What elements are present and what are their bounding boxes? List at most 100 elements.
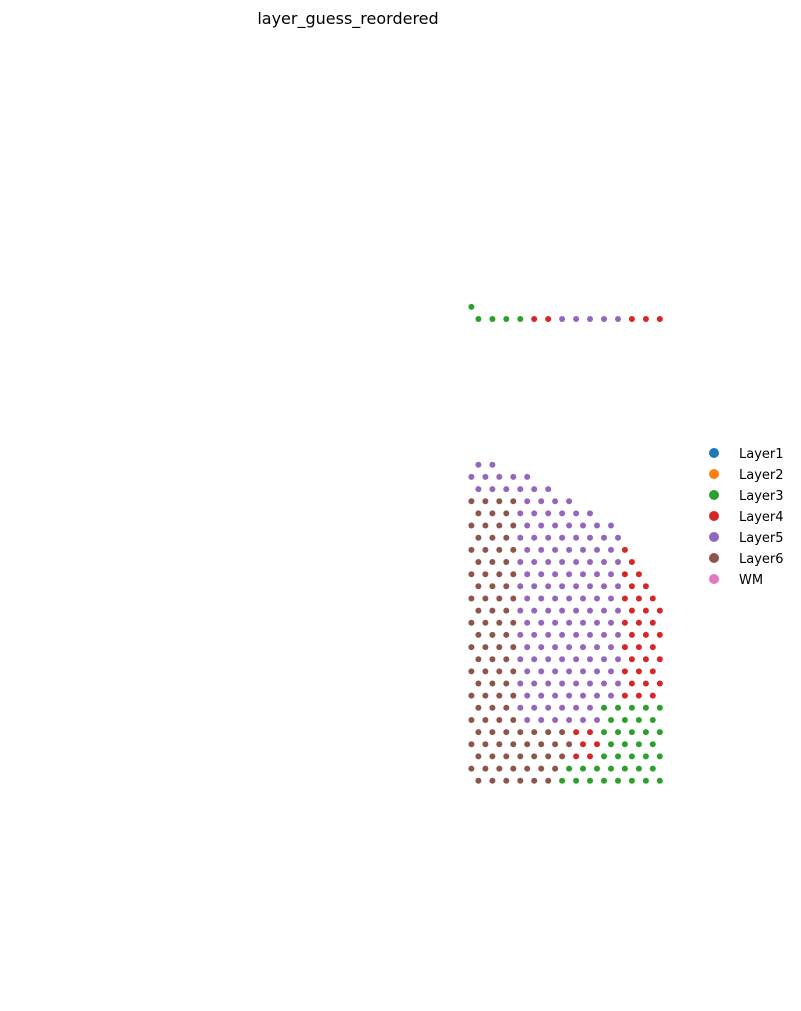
spot-layer5 <box>587 583 593 590</box>
spot-layer6 <box>510 717 517 723</box>
spot-layer5 <box>566 498 573 505</box>
spot-layer5 <box>545 680 552 687</box>
spot-layer3 <box>621 765 628 772</box>
spot-layer3 <box>628 704 635 711</box>
legend-marker-layer3 <box>709 490 719 500</box>
spot-layer4 <box>621 595 628 602</box>
spot-layer5 <box>517 559 524 565</box>
spot-layer5 <box>573 316 580 322</box>
spot-layer5 <box>545 486 552 493</box>
spot-layer6 <box>475 777 482 784</box>
spot-layer3 <box>642 753 649 760</box>
legend-label-layer3: Layer3 <box>739 489 784 504</box>
spot-layer4 <box>628 656 635 663</box>
spot-layer5 <box>559 316 566 322</box>
spot-layer5 <box>580 644 586 651</box>
legend-label-layer2: Layer2 <box>739 468 784 483</box>
spot-layer6 <box>482 741 489 748</box>
spot-layer5 <box>615 656 621 663</box>
spot-layer5 <box>587 631 593 638</box>
spot-layer5 <box>545 656 552 663</box>
spot-layer5 <box>545 607 552 614</box>
spot-layer5 <box>608 546 614 553</box>
spot-layer3 <box>559 777 566 784</box>
spot-layer5 <box>531 534 538 541</box>
spot-layer6 <box>531 777 538 784</box>
spot-layer5 <box>566 717 573 723</box>
spot-layer4 <box>649 668 656 675</box>
spot-layer6 <box>475 583 482 590</box>
spot-layer4 <box>621 668 628 675</box>
spot-layer3 <box>642 704 649 711</box>
spot-layer4 <box>621 692 628 699</box>
spot-layer6 <box>545 729 552 736</box>
spot-layer4 <box>656 607 663 614</box>
spot-layer6 <box>489 704 496 711</box>
spot-layer3 <box>601 777 607 784</box>
spot-layer5 <box>531 680 538 687</box>
spot-layer6 <box>503 729 510 736</box>
spot-layer5 <box>573 656 580 663</box>
spot-layer6 <box>475 631 482 638</box>
spot-layer5 <box>559 656 566 663</box>
spot-layer5 <box>608 668 614 675</box>
spot-layer5 <box>559 583 566 590</box>
spot-layer5 <box>559 680 566 687</box>
spot-layer5 <box>545 534 552 541</box>
spot-layer3 <box>468 303 475 310</box>
spot-layer5 <box>594 644 600 651</box>
spot-layer6 <box>468 668 475 675</box>
spot-layer5 <box>552 668 559 675</box>
spot-layer6 <box>545 753 552 760</box>
spot-layer6 <box>475 704 482 711</box>
spot-layer6 <box>489 680 496 687</box>
spot-layer6 <box>503 631 510 638</box>
spot-layer4 <box>642 656 649 663</box>
spot-layer5 <box>510 473 517 480</box>
spot-layer5 <box>601 316 607 322</box>
spot-layer5 <box>531 510 538 517</box>
spot-layer6 <box>475 510 482 517</box>
spot-layer6 <box>475 534 482 541</box>
spot-layer3 <box>656 777 663 784</box>
legend-marker-layer4 <box>709 511 719 521</box>
spot-layer5 <box>601 607 607 614</box>
spot-layer4 <box>649 644 656 651</box>
spot-layer5 <box>531 631 538 638</box>
spot-layer5 <box>538 522 545 529</box>
spot-layer5 <box>587 680 593 687</box>
spot-layer3 <box>517 316 524 322</box>
spot-layer5 <box>489 486 496 493</box>
spot-layer <box>468 303 663 784</box>
spot-layer5 <box>580 619 586 626</box>
spot-layer6 <box>503 534 510 541</box>
spot-layer3 <box>635 717 642 723</box>
spot-layer4 <box>635 644 642 651</box>
spot-layer6 <box>503 777 510 784</box>
spot-layer4 <box>545 316 552 322</box>
spot-layer5 <box>545 510 552 517</box>
spot-layer5 <box>538 619 545 626</box>
spot-layer6 <box>517 753 524 760</box>
spot-layer5 <box>545 631 552 638</box>
spot-layer6 <box>468 717 475 723</box>
spot-layer3 <box>580 765 586 772</box>
spot-layer5 <box>615 631 621 638</box>
spot-layer5 <box>608 644 614 651</box>
spot-layer5 <box>524 473 531 480</box>
spot-layer5 <box>552 571 559 578</box>
spot-layer5 <box>552 546 559 553</box>
spot-layer5 <box>517 704 524 711</box>
spot-layer3 <box>475 316 482 322</box>
spot-layer5 <box>580 571 586 578</box>
spot-layer5 <box>517 583 524 590</box>
spot-layer5 <box>531 607 538 614</box>
spot-layer5 <box>566 692 573 699</box>
spot-layer5 <box>566 522 573 529</box>
spot-layer5 <box>524 522 531 529</box>
spot-layer5 <box>531 583 538 590</box>
spot-layer5 <box>594 522 600 529</box>
spot-layer4 <box>642 583 649 590</box>
spot-layer6 <box>489 583 496 590</box>
spot-layer5 <box>517 510 524 517</box>
